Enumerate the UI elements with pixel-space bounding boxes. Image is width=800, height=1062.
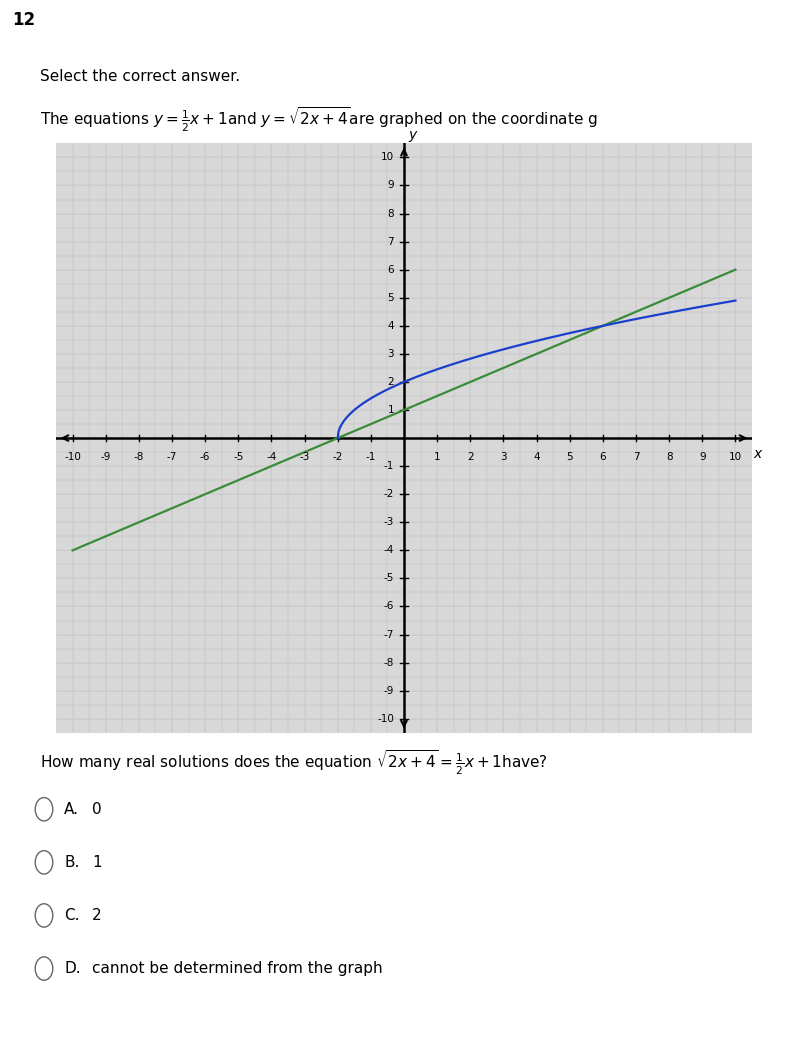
Text: 9: 9 xyxy=(699,452,706,462)
Text: -6: -6 xyxy=(384,601,394,612)
Text: -5: -5 xyxy=(233,452,243,462)
Text: 0: 0 xyxy=(92,802,102,817)
Text: -10: -10 xyxy=(377,714,394,723)
Text: 4: 4 xyxy=(534,452,540,462)
Text: 1: 1 xyxy=(92,855,102,870)
Text: Select the correct answer.: Select the correct answer. xyxy=(40,69,240,84)
Text: 3: 3 xyxy=(500,452,506,462)
Text: 3: 3 xyxy=(387,349,394,359)
Text: -7: -7 xyxy=(384,630,394,639)
Text: How many real solutions does the equation $\sqrt{2x + 4} = \frac{1}{2}x + 1$have: How many real solutions does the equatio… xyxy=(40,749,548,777)
Text: A.: A. xyxy=(64,802,79,817)
Text: 2: 2 xyxy=(92,908,102,923)
Text: cannot be determined from the graph: cannot be determined from the graph xyxy=(92,961,382,976)
Text: -9: -9 xyxy=(101,452,111,462)
Text: 6: 6 xyxy=(599,452,606,462)
Text: 10: 10 xyxy=(729,452,742,462)
Text: -5: -5 xyxy=(384,573,394,583)
Text: -10: -10 xyxy=(64,452,81,462)
Text: 4: 4 xyxy=(387,321,394,330)
Text: 5: 5 xyxy=(387,293,394,303)
Text: 7: 7 xyxy=(387,237,394,246)
Text: y: y xyxy=(408,127,417,142)
Text: x: x xyxy=(754,446,762,461)
Text: The equations $y = \frac{1}{2}x + 1$and $y = \sqrt{2x + 4}$are graphed on the co: The equations $y = \frac{1}{2}x + 1$and … xyxy=(40,106,598,135)
Text: 9: 9 xyxy=(387,181,394,190)
Text: D.: D. xyxy=(64,961,81,976)
Text: 2: 2 xyxy=(387,377,394,387)
Text: -8: -8 xyxy=(134,452,144,462)
Text: 1: 1 xyxy=(387,405,394,415)
Text: 12: 12 xyxy=(12,12,35,30)
Text: 10: 10 xyxy=(381,153,394,162)
Text: -3: -3 xyxy=(384,517,394,527)
Text: -9: -9 xyxy=(384,686,394,696)
Text: -1: -1 xyxy=(366,452,376,462)
Text: -1: -1 xyxy=(384,461,394,472)
Text: -6: -6 xyxy=(200,452,210,462)
Text: 7: 7 xyxy=(633,452,639,462)
Text: -3: -3 xyxy=(299,452,310,462)
Text: -4: -4 xyxy=(384,546,394,555)
Text: 8: 8 xyxy=(666,452,673,462)
Text: -2: -2 xyxy=(333,452,343,462)
Text: 2: 2 xyxy=(467,452,474,462)
Text: 5: 5 xyxy=(566,452,573,462)
Text: 1: 1 xyxy=(434,452,441,462)
Text: -4: -4 xyxy=(266,452,277,462)
Text: -8: -8 xyxy=(384,657,394,668)
Text: C.: C. xyxy=(64,908,79,923)
Text: -7: -7 xyxy=(167,452,177,462)
Text: B.: B. xyxy=(64,855,79,870)
Text: 6: 6 xyxy=(387,264,394,275)
Text: 8: 8 xyxy=(387,208,394,219)
Text: -2: -2 xyxy=(384,490,394,499)
